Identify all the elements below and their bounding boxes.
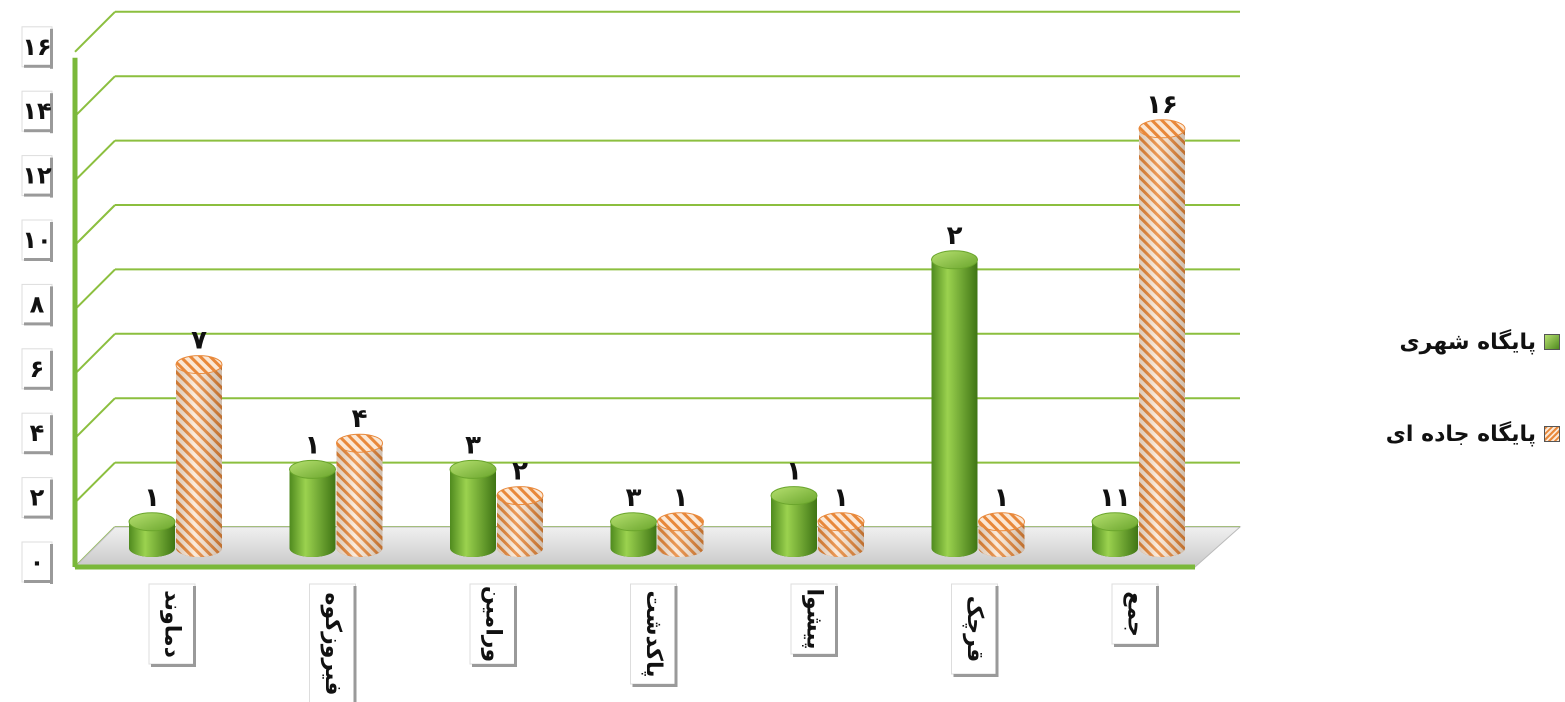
bar-urban <box>770 486 818 557</box>
legend-swatch-urban <box>1544 334 1560 350</box>
y-tick: ۸ <box>21 283 53 327</box>
value-label: ۲ <box>512 457 528 487</box>
category-label-text: قرچک <box>962 596 987 662</box>
x-axis-labels: دماوند فیروزکوه ورامین پاکدشت پیشوا قرچک جمع <box>148 583 1159 702</box>
y-tick: ۱۶ <box>21 26 53 69</box>
grid-line-diagonal <box>74 75 116 117</box>
category-label-text: جمع <box>1123 591 1148 637</box>
bar-urban <box>449 459 497 557</box>
category-label-text: ورامین <box>481 586 506 662</box>
y-tick-label: ۱۰ <box>22 226 51 254</box>
value-label: ۴ <box>352 404 368 434</box>
bar-urban <box>1091 512 1139 557</box>
category-label: فیروزکوه <box>309 583 357 702</box>
category-label-text: پیشوا <box>802 589 827 650</box>
value-label: ۱ <box>994 483 1010 513</box>
y-tick-label: ۱۴ <box>22 97 51 125</box>
y-tick: ۴ <box>21 412 53 456</box>
grid-line-diagonal <box>74 139 116 182</box>
grid-line-diagonal <box>74 11 116 53</box>
y-tick: ۲ <box>21 477 53 520</box>
bar-road <box>657 512 704 557</box>
bar-road <box>496 486 544 557</box>
grid-line-diagonal <box>74 268 116 311</box>
bar-urban <box>289 459 336 557</box>
grid-line-diagonal <box>74 461 116 504</box>
bar-urban <box>931 250 978 557</box>
y-tick: ۰ <box>21 541 53 584</box>
bar-road <box>978 512 1025 557</box>
legend-label-urban: پایگاه شهری <box>1399 329 1537 355</box>
y-tick-label: ۱۲ <box>22 162 52 190</box>
y-tick-label: ۱۶ <box>22 33 51 61</box>
grid-line-diagonal <box>74 333 116 375</box>
value-label: ۱ <box>305 430 321 460</box>
value-label: ۱ <box>673 483 689 513</box>
legend: پایگاه شهری پایگاه جاده ای <box>1300 322 1560 506</box>
category-label: دماوند <box>148 583 196 667</box>
y-tick-label: ۲ <box>30 484 45 512</box>
category-label: پاکدشت <box>630 583 678 687</box>
category-label: جمع <box>1111 583 1159 647</box>
y-tick: ۶ <box>21 348 53 391</box>
legend-item-urban: پایگاه شهری <box>1300 322 1560 362</box>
category-label: ورامین <box>469 583 517 667</box>
y-tick-label: ۰ <box>30 548 45 576</box>
bar-urban <box>610 512 657 557</box>
y-tick: ۱۴ <box>21 90 53 134</box>
category-label: پیشوا <box>790 583 838 657</box>
axes <box>72 57 1195 570</box>
value-label: ۱ <box>144 483 160 513</box>
category-label: قرچک <box>951 583 999 677</box>
y-tick-label: ۶ <box>30 355 45 383</box>
grid-line-diagonal <box>74 204 116 246</box>
value-label: ۳ <box>626 483 642 513</box>
category-label-text: فیروزکوه <box>320 593 345 696</box>
legend-swatch-road <box>1544 426 1560 442</box>
legend-label-road: پایگاه جاده ای <box>1385 421 1536 447</box>
value-label: ۲ <box>947 221 963 251</box>
value-label: ۱۱ <box>1099 483 1131 513</box>
y-tick-label: ۸ <box>30 290 45 318</box>
legend-item-road: پایگاه جاده ای <box>1300 414 1560 454</box>
value-label: ۷ <box>191 326 207 356</box>
category-label-text: پاکدشت <box>641 591 666 678</box>
bar-road <box>817 512 865 557</box>
value-label: ۱ <box>786 457 802 487</box>
bar-urban <box>128 512 176 557</box>
bar-road <box>336 433 383 557</box>
bar-road <box>175 355 223 557</box>
grid-line-diagonal <box>74 397 116 439</box>
bars <box>128 119 1186 557</box>
y-tick: ۱۰ <box>21 219 53 262</box>
y-tick-label: ۴ <box>30 419 45 447</box>
value-label: ۱۶ <box>1146 90 1178 120</box>
value-label: ۳ <box>465 430 481 460</box>
bar-road <box>1138 119 1186 557</box>
value-label: ۱ <box>833 483 849 513</box>
grid-lines <box>74 10 1240 568</box>
y-tick: ۱۲ <box>21 155 53 198</box>
y-axis-ticks: ۰ ۲ ۴ ۶ ۸ ۱۰ ۱۲ ۱۴ ۱۶ <box>21 26 53 584</box>
category-label-text: دماوند <box>160 590 185 658</box>
